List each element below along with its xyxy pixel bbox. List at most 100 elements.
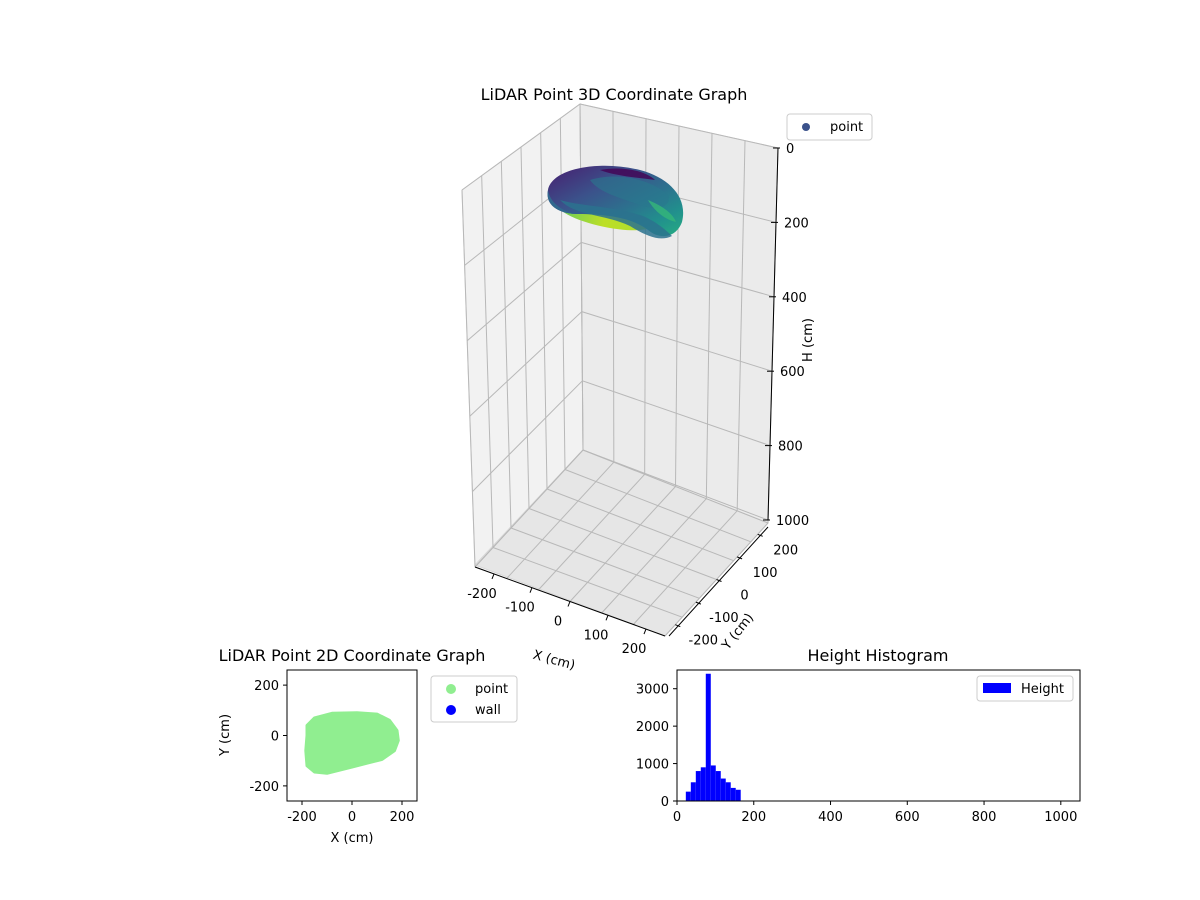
grid-wall-left-h xyxy=(472,380,583,492)
y-tick-3d xyxy=(716,579,722,582)
y-tick-label-2d: -200 xyxy=(249,780,279,795)
grid-wall-right-h xyxy=(579,103,779,149)
chart-2d-title: LiDAR Point 2D Coordinate Graph xyxy=(219,646,486,665)
z-axis-label-3d: H (cm) xyxy=(801,318,816,362)
legend-histogram-label: Height xyxy=(1021,682,1064,697)
chart-3d-title: LiDAR Point 3D Coordinate Graph xyxy=(481,85,748,104)
grid-wall-right-h xyxy=(582,380,771,447)
x-tick-label-hist: 800 xyxy=(972,810,997,825)
height-histogram: 0 200 400 600 800 1000 0 1000 2000 3000 Height Hi… xyxy=(636,646,1081,825)
x-tick-label-3d: 100 xyxy=(584,628,609,643)
z-tick-label-3d: 1000 xyxy=(776,514,809,529)
legend-2d-wall-marker xyxy=(446,705,456,715)
y-tick-label-hist: 0 xyxy=(661,795,669,810)
y-tick-3d xyxy=(736,556,743,560)
grid-wall-left-v xyxy=(579,103,584,451)
plot-3d: -200-1000100200-200-10001002000200400600… xyxy=(461,85,873,674)
x-tick-3d xyxy=(491,573,495,580)
histogram-bar xyxy=(730,787,736,801)
histogram-bar xyxy=(705,673,711,801)
ticks-2d: -200 0 200 200 0 -200 xyxy=(249,679,414,825)
x-tick-label-hist: 0 xyxy=(673,810,681,825)
legend-2d: point wall xyxy=(430,675,518,723)
axes-3d: -200-1000100200-200-10001002000200400600… xyxy=(467,142,809,657)
grid-wall-right-h xyxy=(582,449,769,521)
y-tick-3d xyxy=(675,624,681,628)
y-tick-3d xyxy=(695,601,702,605)
grid-wall-right-h xyxy=(581,311,773,372)
grid-wall-right-v xyxy=(736,140,746,511)
grid-3d xyxy=(461,103,779,637)
y-tick-label-2d: 200 xyxy=(254,679,279,694)
y-axis-label-2d: Y (cm) xyxy=(218,714,233,757)
grid-wall-left-v xyxy=(520,146,530,509)
x-tick-label-hist: 200 xyxy=(741,810,766,825)
y-tick-label-3d: 100 xyxy=(753,566,778,581)
x-tick-label-2d: 200 xyxy=(390,810,415,825)
scatter-series-point xyxy=(304,711,400,775)
z-tick-label-3d: 200 xyxy=(784,216,809,231)
y-tick-label-3d: 200 xyxy=(773,543,798,558)
y-tick-3d xyxy=(757,533,763,537)
y-tick-label-hist: 3000 xyxy=(636,683,669,698)
z-tick-label-3d: 800 xyxy=(778,440,803,455)
x-axis-label-2d: X (cm) xyxy=(331,831,374,846)
x-tick-label-2d: -200 xyxy=(287,810,317,825)
x-tick-label-hist: 1000 xyxy=(1044,810,1077,825)
legend-2d-wall-label: wall xyxy=(475,703,501,718)
scatter-2d-points xyxy=(304,711,400,775)
x-tick-label-2d: 0 xyxy=(348,810,356,825)
histogram-bar xyxy=(720,778,726,801)
z-tick-label-3d: 400 xyxy=(782,291,807,306)
histogram-bar xyxy=(725,782,731,801)
grid-wall-left-v xyxy=(500,161,512,529)
histogram-bar xyxy=(695,771,701,801)
grid-wall-left-v xyxy=(461,189,476,568)
grid-wall-right-v xyxy=(675,125,680,487)
grid-wall-right-h xyxy=(581,241,775,298)
y-tick-label-3d: -100 xyxy=(709,611,739,626)
z-tick-label-3d: 600 xyxy=(780,365,805,380)
x-tick-3d xyxy=(605,615,609,621)
grid-wall-left-h xyxy=(474,449,584,568)
y-tick-label-hist: 2000 xyxy=(636,720,669,735)
histogram-bars xyxy=(685,673,741,801)
y-tick-label-3d: 0 xyxy=(740,589,748,604)
histogram-bar xyxy=(715,771,721,801)
x-tick-label-hist: 600 xyxy=(895,810,920,825)
legend-3d-marker xyxy=(802,123,810,131)
y-tick-label-2d: 0 xyxy=(271,730,279,745)
x-tick-label-3d: -200 xyxy=(467,587,497,602)
legend-histogram-swatch xyxy=(983,683,1011,693)
x-tick-3d xyxy=(643,628,647,635)
grid-floor-y xyxy=(564,469,752,543)
legend-2d-point-marker xyxy=(446,684,456,694)
x-tick-label-3d: -100 xyxy=(505,601,535,616)
histogram-bar xyxy=(690,782,696,801)
x-tick-3d xyxy=(567,601,571,607)
histogram-bar xyxy=(685,791,691,801)
z-tick-label-3d: 0 xyxy=(786,142,794,157)
histogram-frame xyxy=(676,669,1081,802)
x-tick-label-hist: 400 xyxy=(818,810,843,825)
grid-wall-right-v xyxy=(705,133,713,499)
y-tick-label-hist: 1000 xyxy=(636,758,669,773)
x-axis-label-3d: X (cm) xyxy=(531,648,576,674)
histogram-bar xyxy=(700,767,706,801)
histogram-bar xyxy=(735,789,741,801)
legend-3d: point xyxy=(786,113,873,141)
grid-wall-left-h xyxy=(461,103,581,191)
x-tick-label-3d: 200 xyxy=(622,642,647,657)
y-axis-line-3d xyxy=(668,526,769,637)
histogram-title: Height Histogram xyxy=(808,646,949,665)
legend-3d-label: point xyxy=(830,120,863,135)
point-cloud xyxy=(547,165,684,239)
histogram-ticks: 0 200 400 600 800 1000 0 1000 2000 3000 xyxy=(636,683,1077,825)
z-axis-line-3d xyxy=(767,147,779,521)
grid-wall-left-v xyxy=(481,175,494,548)
x-tick-label-3d: 0 xyxy=(554,615,562,630)
legend-histogram: Height xyxy=(976,675,1074,702)
legend-2d-point-label: point xyxy=(475,682,508,697)
y-tick-label-3d: -200 xyxy=(689,634,719,649)
